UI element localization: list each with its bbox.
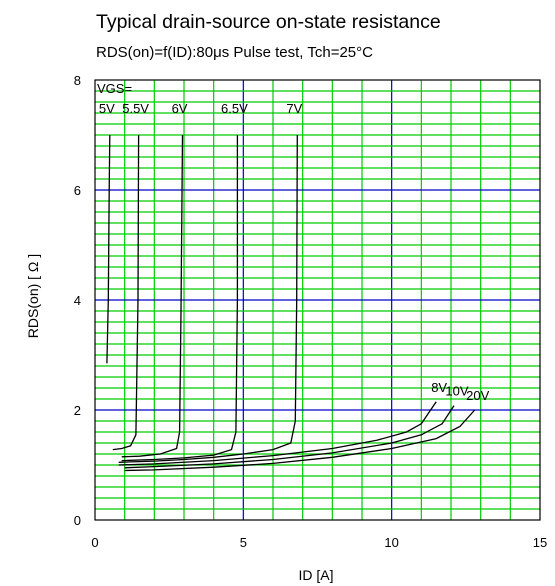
y-tick-label: 4 — [74, 293, 81, 308]
chart-title: Typical drain-source on-state resistance — [96, 11, 441, 33]
curve-label-20v: 20V — [466, 388, 489, 403]
curve-label-10v: 10V — [445, 384, 468, 399]
y-tick-label: 0 — [74, 513, 81, 528]
curve-vgs-5-5v — [112, 134, 140, 451]
curve-label-6-5v: 6.5V — [221, 101, 248, 116]
x-axis-label: ID [A] — [298, 567, 333, 583]
y-tick-label: 8 — [74, 73, 81, 88]
vgs-legend-prefix: VGS= — [97, 81, 132, 96]
curve-vgs-6-5v — [121, 135, 239, 462]
curve-vgs-6v — [121, 134, 184, 458]
curve-vgs-10v — [124, 405, 455, 469]
curves — [106, 134, 476, 472]
axis-ticks: 0 5 10 15 0 2 4 6 8 — [74, 73, 547, 550]
curve-vgs-8v — [118, 401, 437, 466]
plot-frame — [94, 79, 541, 521]
grid — [94, 79, 541, 521]
curve-label-5-5v: 5.5V — [122, 101, 149, 116]
curve-label-8v: 8V — [431, 380, 447, 395]
x-tick-label: 10 — [384, 535, 398, 550]
x-tick-label: 15 — [533, 535, 547, 550]
curve-vgs-7v — [118, 134, 298, 463]
curve-vgs-20v — [124, 409, 476, 472]
y-tick-label: 6 — [74, 183, 81, 198]
curve-label-7v: 7V — [286, 101, 302, 116]
x-tick-label: 5 — [240, 535, 247, 550]
x-tick-label: 0 — [91, 535, 98, 550]
y-tick-label: 2 — [74, 403, 81, 418]
curve-label-5v: 5V — [99, 101, 115, 116]
curve-vgs-5v — [106, 134, 111, 364]
chart-subtitle: RDS(on)=f(ID):80μs Pulse test, Tch=25°C — [96, 44, 373, 61]
y-axis-label: RDS(on) [ Ω ] — [25, 254, 41, 338]
curve-label-6v: 6V — [172, 101, 188, 116]
